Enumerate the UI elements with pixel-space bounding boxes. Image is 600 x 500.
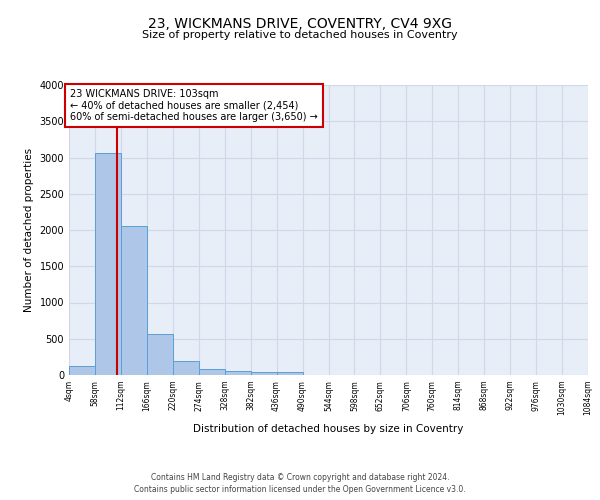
Bar (199, 369, 224, 375)
Bar (121, 226, 147, 375)
Text: Contains HM Land Registry data © Crown copyright and database right 2024.: Contains HM Land Registry data © Crown c… (151, 472, 449, 482)
Y-axis label: Number of detached properties: Number of detached properties (24, 148, 34, 312)
Text: 23, WICKMANS DRIVE, COVENTRY, CV4 9XG: 23, WICKMANS DRIVE, COVENTRY, CV4 9XG (148, 18, 452, 32)
Bar (251, 372, 277, 375)
Bar (277, 372, 302, 375)
X-axis label: Distribution of detached houses by size in Coventry: Distribution of detached houses by size … (193, 424, 464, 434)
Text: Size of property relative to detached houses in Coventry: Size of property relative to detached ho… (142, 30, 458, 40)
Bar (173, 360, 199, 375)
Bar (95, 153, 121, 375)
Text: 23 WICKMANS DRIVE: 103sqm
← 40% of detached houses are smaller (2,454)
60% of se: 23 WICKMANS DRIVE: 103sqm ← 40% of detac… (70, 88, 318, 122)
Bar (69, 366, 95, 375)
Bar (225, 371, 251, 375)
Bar (147, 334, 173, 375)
Text: Contains public sector information licensed under the Open Government Licence v3: Contains public sector information licen… (134, 485, 466, 494)
